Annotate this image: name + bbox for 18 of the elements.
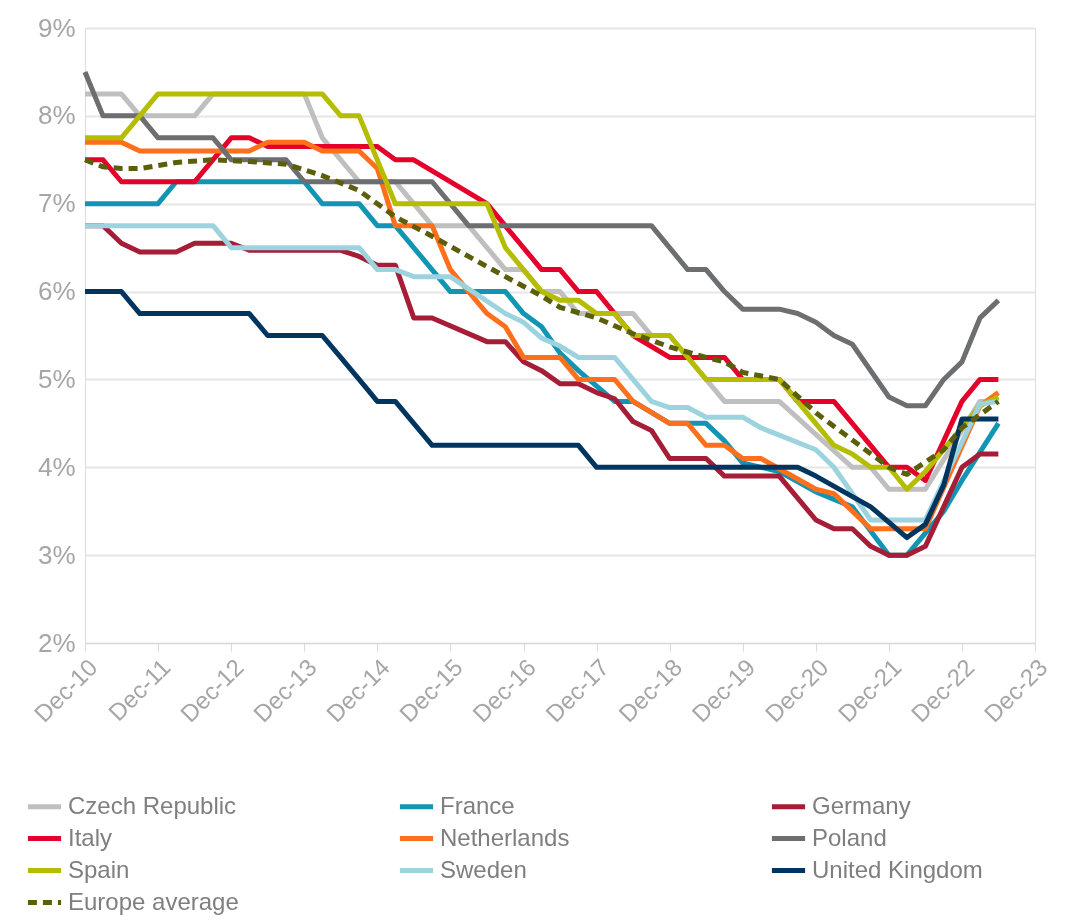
y-tick-label: 3% (37, 539, 76, 570)
y-tick-label: 2% (37, 627, 76, 658)
legend-label: Netherlands (440, 823, 570, 851)
y-tick-label: 8% (37, 100, 76, 131)
legend-label: Spain (68, 855, 130, 883)
legend-label: Europe average (68, 887, 239, 915)
legend-label: Italy (68, 823, 113, 851)
legend-label: United Kingdom (812, 855, 983, 883)
y-tick-label: 7% (37, 188, 76, 219)
y-tick-label: 6% (37, 276, 76, 307)
legend-label: Poland (812, 823, 887, 851)
legend-label: Sweden (440, 855, 527, 883)
legend-label: Germany (812, 791, 911, 819)
legend-label: France (440, 791, 515, 819)
y-tick-label: 4% (37, 451, 76, 482)
y-tick-label: 5% (37, 363, 76, 394)
legend-label: Czech Republic (68, 791, 237, 819)
y-tick-label: 9% (37, 12, 76, 43)
